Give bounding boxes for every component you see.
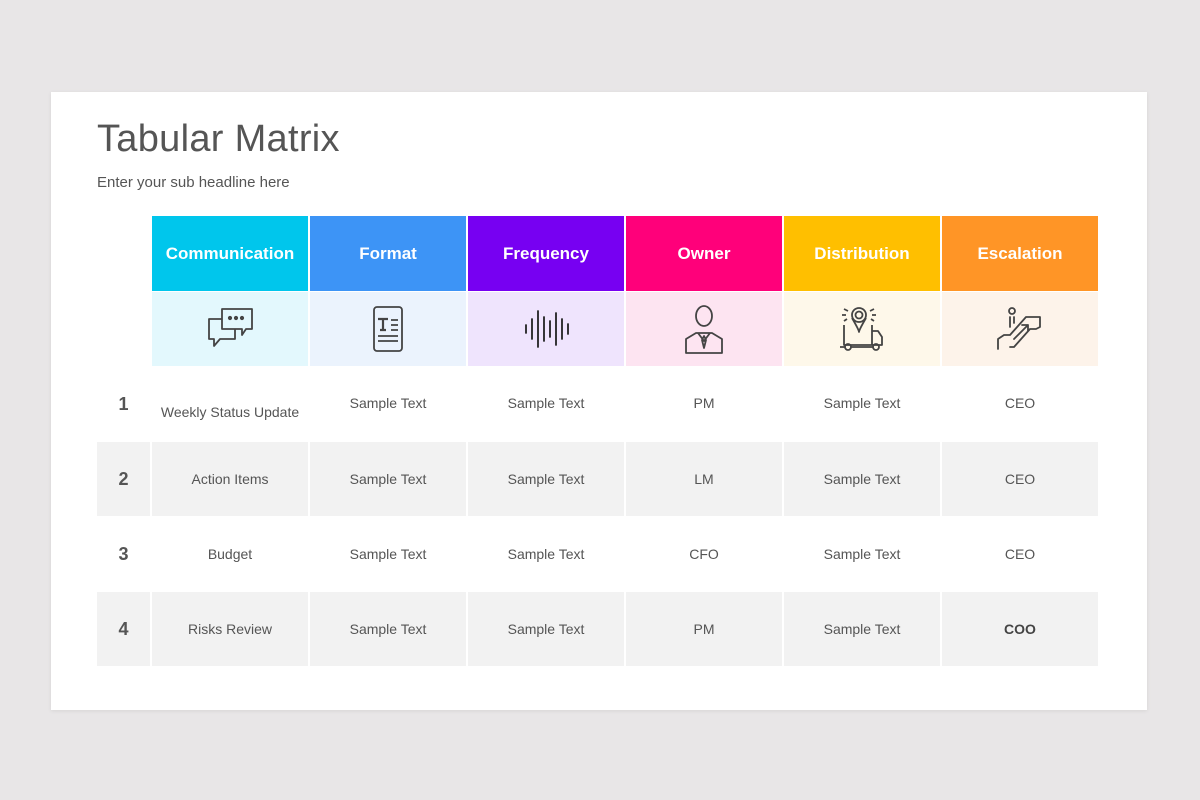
header-distribution: Distribution <box>784 216 940 291</box>
row-number: 3 <box>118 543 129 564</box>
cell-communication: Action Items <box>152 442 308 516</box>
cell-frequency: Sample Text <box>507 546 585 562</box>
icon-cell-distribution <box>784 292 940 366</box>
row-number: 2 <box>97 442 150 516</box>
table-row: 2 Action Items Sample Text Sample Text L… <box>97 442 1098 516</box>
cell-format: Sample Text <box>310 442 466 516</box>
header-row: Communication Format Frequency Owner Dis… <box>97 216 1098 291</box>
cell-communication: Budget <box>207 546 253 562</box>
icon-cell-frequency <box>468 292 624 366</box>
chat-bubbles-icon <box>208 308 253 347</box>
header-format: Format <box>310 216 466 291</box>
cell-format: Sample Text <box>349 546 427 562</box>
cell-frequency: Sample Text <box>468 592 624 666</box>
cell-distribution: Sample Text <box>784 442 940 516</box>
tabular-matrix: Communication Format Frequency Owner Dis… <box>97 216 1098 666</box>
cell-owner: PM <box>693 395 715 411</box>
slide-title: Tabular Matrix <box>97 118 340 160</box>
cell-format: Sample Text <box>349 395 427 411</box>
cell-distribution: Sample Text <box>784 592 940 666</box>
header-spacer <box>97 216 150 291</box>
header-frequency: Frequency <box>468 216 624 291</box>
slide-card: Tabular Matrix Enter your sub headline h… <box>51 92 1147 710</box>
delivery-truck-location-icon <box>840 307 883 351</box>
icon-row <box>97 292 1098 366</box>
slide-subtitle: Enter your sub headline here <box>97 174 290 191</box>
escalator-icon <box>997 307 1041 350</box>
row-number: 1 <box>118 393 129 414</box>
cell-communication: Risks Review <box>152 592 308 666</box>
header-communication: Communication <box>152 216 308 291</box>
icon-cell-communication <box>152 292 308 366</box>
cell-owner: LM <box>626 442 782 516</box>
table-row: 3 Budget Sample Text Sample Text CFO Sam… <box>97 517 1098 591</box>
table-row: 4 Risks Review Sample Text Sample Text P… <box>97 592 1098 666</box>
icon-cell-escalation <box>942 292 1098 366</box>
cell-frequency: Sample Text <box>507 395 585 411</box>
table-row: 1 Weekly Status Update Sample Text Sampl… <box>97 367 1098 441</box>
cell-format: Sample Text <box>310 592 466 666</box>
header-escalation: Escalation <box>942 216 1098 291</box>
cell-frequency: Sample Text <box>468 442 624 516</box>
cell-distribution: Sample Text <box>823 546 901 562</box>
text-document-icon <box>373 306 403 352</box>
icon-cell-owner <box>626 292 782 366</box>
businessman-icon <box>685 305 723 354</box>
row-number: 4 <box>97 592 150 666</box>
cell-owner: CFO <box>689 546 719 562</box>
cell-escalation: CEO <box>1004 395 1036 411</box>
sound-wave-icon <box>525 310 569 348</box>
cell-owner: PM <box>626 592 782 666</box>
header-owner: Owner <box>626 216 782 291</box>
cell-communication: Weekly Status Update <box>160 404 300 420</box>
icon-cell-format <box>310 292 466 366</box>
cell-escalation: CEO <box>942 442 1098 516</box>
cell-escalation: COO <box>942 592 1098 666</box>
cell-escalation: CEO <box>1004 546 1036 562</box>
cell-distribution: Sample Text <box>823 395 901 411</box>
